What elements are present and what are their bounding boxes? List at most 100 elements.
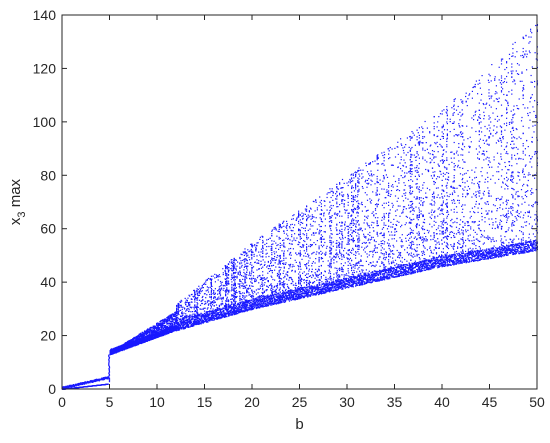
data-point: [108, 362, 110, 364]
data-point: [108, 373, 110, 375]
data-point: [233, 265, 235, 267]
data-point: [245, 304, 247, 306]
data-point: [196, 306, 198, 308]
data-point: [235, 290, 237, 292]
data-point: [198, 323, 200, 325]
data-point: [157, 331, 159, 334]
data-point: [185, 301, 187, 304]
data-point: [231, 275, 233, 277]
data-point: [231, 302, 233, 304]
data-point: [251, 271, 253, 273]
data-point: [227, 299, 230, 301]
data-point: [244, 258, 246, 260]
data-point: [202, 320, 204, 322]
data-point: [210, 283, 212, 285]
data-point: [225, 278, 227, 281]
data-point: [217, 312, 219, 314]
data-point: [260, 248, 263, 250]
data-point: [219, 276, 221, 278]
data-point: [166, 319, 168, 321]
data-point: [234, 308, 236, 310]
data-point: [72, 384, 74, 386]
data-point: [206, 321, 208, 323]
data-point: [249, 299, 251, 302]
data-point: [251, 305, 253, 307]
data-point: [160, 320, 162, 322]
data-point: [177, 322, 179, 324]
data-point: [258, 288, 260, 290]
data-point: [242, 292, 244, 294]
data-point: [248, 251, 250, 253]
data-point: [108, 364, 110, 366]
data-point: [209, 293, 211, 296]
data-point: [219, 298, 221, 300]
data-point: [204, 316, 206, 318]
data-point: [258, 297, 260, 299]
data-point: [107, 377, 109, 379]
data-point: [180, 306, 182, 308]
data-point: [181, 315, 183, 317]
data-point: [189, 321, 191, 323]
data-point: [211, 285, 213, 287]
data-point: [145, 333, 147, 335]
data-point: [194, 299, 196, 301]
data-point: [111, 350, 113, 352]
data-point: [257, 288, 259, 290]
data-point: [181, 326, 183, 328]
data-point: [233, 303, 235, 306]
data-point: [262, 245, 264, 247]
data-point: [233, 268, 235, 270]
data-point: [231, 277, 234, 279]
data-point: [234, 285, 236, 287]
data-point: [205, 320, 207, 322]
data-point: [146, 334, 148, 336]
data-point: [226, 312, 228, 314]
data-point: [208, 300, 210, 302]
data-point: [215, 315, 218, 317]
data-point: [225, 266, 227, 268]
data-point: [226, 290, 228, 292]
data-point: [227, 308, 230, 310]
data-point: [216, 314, 218, 316]
data-point: [215, 309, 218, 311]
data-point: [226, 268, 228, 270]
data-point: [74, 385, 76, 387]
data-point: [202, 314, 204, 316]
data-point: [189, 314, 191, 316]
data-point: [262, 289, 264, 291]
data-point: [152, 332, 154, 334]
data-point: [251, 267, 253, 269]
data-point: [188, 323, 190, 325]
data-point: [215, 274, 218, 276]
data-point: [227, 277, 230, 279]
data-point: [79, 382, 82, 384]
data-point: [238, 290, 240, 293]
data-point: [177, 312, 179, 314]
data-point: [197, 303, 199, 305]
data-point: [242, 285, 244, 287]
data-point: [252, 296, 255, 298]
data-point: [139, 333, 141, 335]
data-point: [224, 269, 226, 272]
data-point: [108, 356, 110, 358]
data-point: [243, 261, 245, 263]
data-point: [239, 280, 241, 282]
data-point: [169, 318, 171, 320]
data-point: [233, 304, 235, 306]
data-point: [205, 317, 207, 319]
data-point: [202, 295, 204, 298]
data-point: [256, 301, 258, 303]
data-point: [262, 271, 264, 273]
data-point: [230, 290, 232, 292]
data-point: [176, 311, 178, 313]
data-point: [244, 295, 246, 297]
data-point: [228, 315, 230, 317]
data-point: [218, 315, 220, 317]
data-point: [187, 315, 189, 318]
data-point: [256, 245, 258, 247]
data-point: [180, 301, 182, 303]
data-point: [144, 341, 146, 343]
data-point: [246, 303, 248, 305]
